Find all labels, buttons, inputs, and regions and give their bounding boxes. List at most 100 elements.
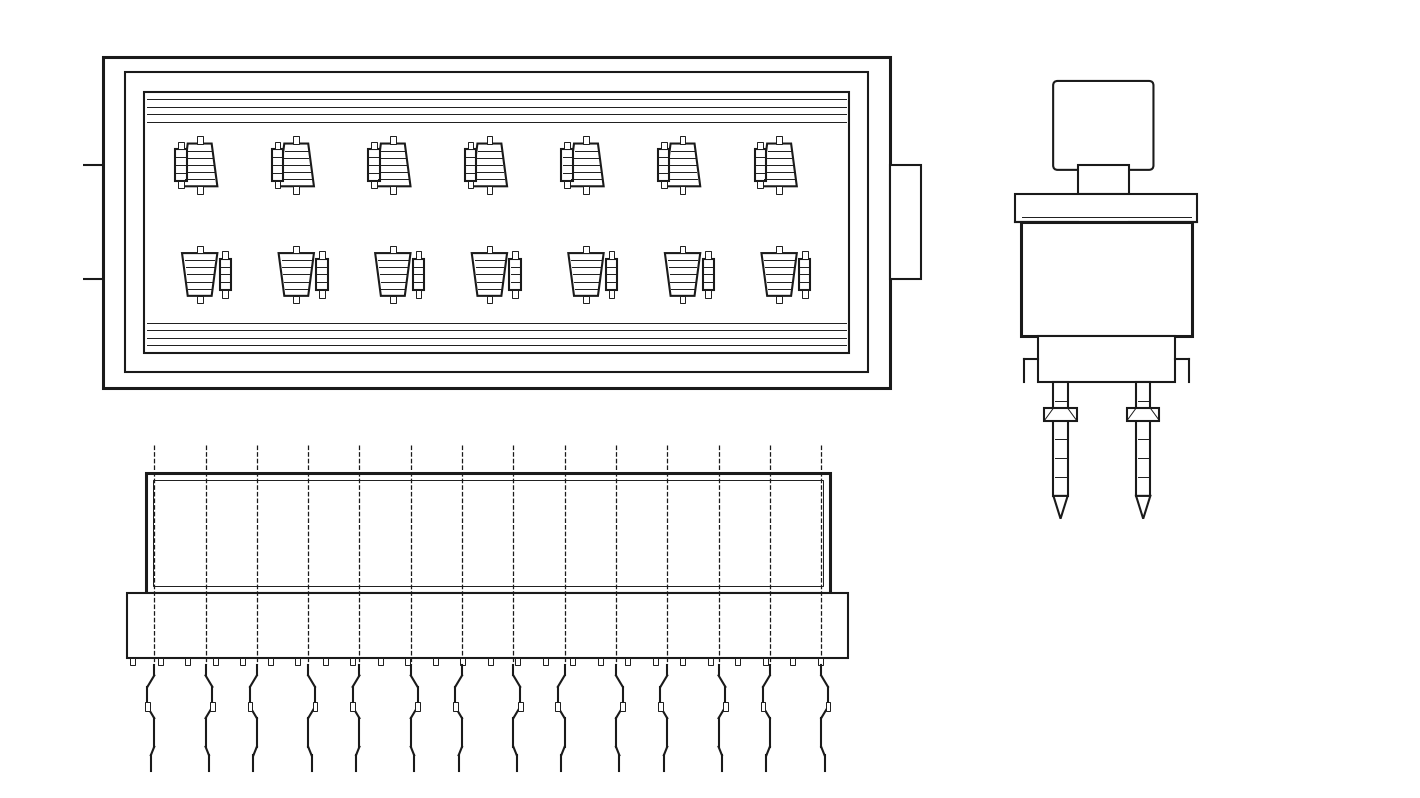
Bar: [598, 658, 603, 666]
Bar: [487, 296, 493, 303]
Bar: [757, 142, 763, 149]
Bar: [542, 658, 548, 666]
Bar: [391, 246, 396, 253]
Bar: [294, 296, 300, 303]
Bar: [1127, 408, 1160, 421]
Bar: [146, 473, 829, 593]
Bar: [453, 702, 457, 711]
Bar: [754, 149, 765, 180]
Bar: [320, 251, 325, 259]
Bar: [197, 186, 203, 194]
Bar: [1015, 194, 1197, 223]
Bar: [561, 149, 572, 180]
Bar: [657, 149, 669, 180]
Bar: [433, 658, 437, 666]
Bar: [513, 290, 518, 298]
Polygon shape: [375, 144, 410, 186]
Bar: [723, 702, 728, 711]
Bar: [210, 702, 214, 711]
Bar: [1038, 336, 1174, 382]
Bar: [555, 702, 561, 711]
Bar: [1136, 382, 1150, 496]
Bar: [564, 180, 569, 188]
Bar: [1054, 382, 1068, 496]
Bar: [777, 186, 782, 194]
Polygon shape: [1054, 496, 1068, 519]
Bar: [145, 702, 151, 711]
Bar: [777, 296, 782, 303]
Polygon shape: [1136, 496, 1150, 519]
Bar: [518, 702, 523, 711]
Bar: [178, 180, 183, 188]
Polygon shape: [182, 253, 217, 296]
Bar: [213, 658, 217, 666]
Bar: [761, 702, 765, 711]
Bar: [515, 658, 520, 666]
Bar: [487, 136, 493, 144]
Bar: [609, 290, 615, 298]
Bar: [777, 136, 782, 144]
Bar: [197, 246, 203, 253]
Bar: [680, 136, 686, 144]
Bar: [889, 165, 922, 279]
Bar: [71, 165, 102, 279]
Bar: [416, 251, 422, 259]
Bar: [584, 246, 589, 253]
Bar: [143, 92, 849, 353]
Bar: [240, 658, 246, 666]
Bar: [223, 290, 229, 298]
Bar: [790, 658, 795, 666]
Bar: [706, 251, 711, 259]
Polygon shape: [278, 253, 314, 296]
Bar: [625, 658, 630, 666]
Polygon shape: [665, 144, 700, 186]
Polygon shape: [761, 144, 797, 186]
Polygon shape: [375, 253, 410, 296]
Bar: [322, 658, 328, 666]
Bar: [487, 658, 493, 666]
Bar: [158, 658, 163, 666]
Bar: [802, 251, 808, 259]
Bar: [736, 658, 740, 666]
Polygon shape: [761, 253, 797, 296]
Bar: [317, 259, 328, 290]
Bar: [185, 658, 190, 666]
Bar: [274, 180, 280, 188]
Polygon shape: [182, 144, 217, 186]
Bar: [1021, 223, 1191, 336]
Bar: [757, 180, 763, 188]
Bar: [680, 658, 686, 666]
Polygon shape: [471, 253, 507, 296]
Bar: [825, 702, 831, 711]
FancyBboxPatch shape: [1054, 81, 1153, 170]
Bar: [763, 658, 768, 666]
Bar: [223, 251, 229, 259]
Bar: [416, 290, 422, 298]
Bar: [1078, 165, 1129, 194]
Bar: [295, 658, 301, 666]
Bar: [487, 246, 493, 253]
Bar: [584, 296, 589, 303]
Bar: [584, 186, 589, 194]
Bar: [220, 259, 231, 290]
Bar: [197, 136, 203, 144]
Polygon shape: [278, 144, 314, 186]
Bar: [653, 658, 657, 666]
Bar: [606, 259, 618, 290]
Polygon shape: [568, 253, 604, 296]
Bar: [294, 246, 300, 253]
Bar: [178, 142, 183, 149]
Bar: [351, 702, 355, 711]
Bar: [1058, 85, 1149, 165]
Bar: [371, 142, 376, 149]
Bar: [405, 658, 410, 666]
Bar: [513, 251, 518, 259]
Bar: [703, 259, 714, 290]
Bar: [351, 658, 355, 666]
Bar: [268, 658, 273, 666]
Bar: [391, 296, 396, 303]
Bar: [799, 259, 811, 290]
Bar: [680, 186, 686, 194]
Bar: [128, 593, 848, 658]
Bar: [247, 702, 253, 711]
